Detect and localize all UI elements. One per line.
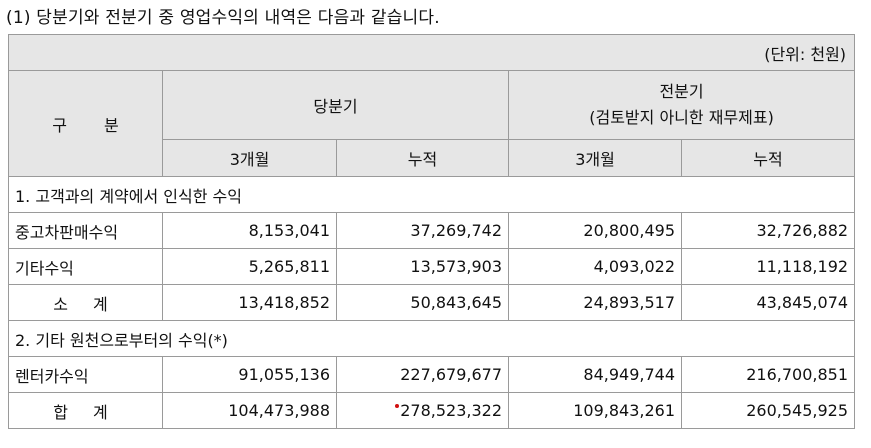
value-cell: 8,153,041 [162,212,337,249]
value-cell: 20,800,495 [508,212,682,249]
value-cell: 32,726,882 [680,212,856,249]
value-cell: 84,949,744 [508,356,682,393]
table-row: 렌터카수익 91,055,136 227,679,677 84,949,744 … [8,356,856,393]
section-title: 1. 고객과의 계약에서 인식한 수익 [7,176,856,213]
value-cell: 260,545,925 [680,392,856,429]
value-cell: 227,679,677 [336,356,509,393]
previous-cumulative-header: 누적 [680,139,856,177]
value-cell: 91,055,136 [162,356,337,393]
operating-revenue-table: (단위: 천원) 구 분 당분기 전분기 (검토받지 아니한 재무제표) 3개월… [7,34,856,429]
value-cell: 50,843,645 [336,284,509,321]
red-mark-dot [395,404,400,408]
total-row: 합 계 104,473,988 278,523,322 109,843,261 … [8,392,856,429]
value-cell: 109,843,261 [508,392,682,429]
section-title: 2. 기타 원천으로부터의 수익(*) [7,320,856,357]
current-cumulative-header: 누적 [336,139,509,177]
total-label: 합 계 [53,402,118,422]
value-cell: 278,523,322 [336,392,509,429]
table-row: 기타수익 5,265,811 13,573,903 4,093,022 11,1… [8,248,856,285]
category-header-text: 구 분 [52,115,135,135]
value-cell: 5,265,811 [162,248,337,285]
unit-label: (단위: 천원) [7,34,856,71]
category-header: 구 분 [8,70,163,177]
previous-quarter-title: 전분기 [659,82,704,101]
value-cell: 24,893,517 [508,284,682,321]
unit-row: (단위: 천원) [7,34,856,71]
subtotal-label: 소 계 [53,294,118,314]
row-label: 기타수익 [8,248,163,285]
header-row-1: 구 분 당분기 전분기 (검토받지 아니한 재무제표) [8,70,856,177]
table-row: 중고차판매수익 8,153,041 37,269,742 20,800,495 … [8,212,856,249]
value-cell: 104,473,988 [162,392,337,429]
header-row-2: 3개월 누적 3개월 누적 [9,139,856,177]
row-label: 합 계 [8,392,163,429]
current-quarter-header: 당분기 [162,70,509,140]
value-text: 278,523,322 [400,401,502,420]
row-label: 중고차판매수익 [8,212,163,249]
document-title: (1) 당분기와 전분기 중 영업수익의 내역은 다음과 같습니다. [6,8,440,28]
previous-3month-header: 3개월 [508,139,682,177]
previous-quarter-header: 전분기 (검토받지 아니한 재무제표) [507,70,856,140]
value-cell: 13,418,852 [162,284,337,321]
section-row: 2. 기타 원천으로부터의 수익(*) [7,320,856,357]
subtotal-row: 소 계 13,418,852 50,843,645 24,893,517 43,… [8,284,856,321]
row-label: 소 계 [8,284,163,321]
current-3month-header: 3개월 [162,139,337,177]
value-cell: 37,269,742 [336,212,509,249]
value-cell: 4,093,022 [508,248,682,285]
previous-quarter-note: (검토받지 아니한 재무제표) [589,108,774,127]
value-cell: 43,845,074 [680,284,856,321]
value-cell: 13,573,903 [336,248,509,285]
row-label: 렌터카수익 [8,356,163,393]
value-cell: 11,118,192 [680,248,856,285]
section-row: 1. 고객과의 계약에서 인식한 수익 [7,176,856,213]
value-cell: 216,700,851 [680,356,856,393]
